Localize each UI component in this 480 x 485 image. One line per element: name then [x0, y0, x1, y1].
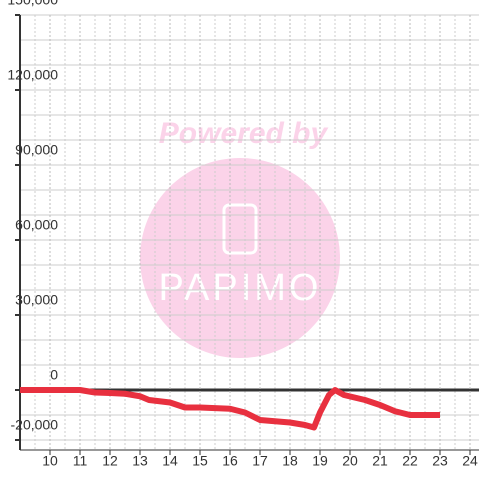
- x-tick-label: 14: [162, 453, 178, 469]
- x-tick-label: 10: [42, 453, 58, 469]
- y-tick-label: 90,000: [15, 142, 58, 158]
- x-tick-label: 19: [312, 453, 328, 469]
- y-tick-label: -20,000: [11, 417, 59, 433]
- y-tick-label: 30,000: [15, 292, 58, 308]
- y-tick-label: 0: [50, 367, 58, 383]
- x-tick-label: 24: [462, 453, 478, 469]
- y-tick-label: 60,000: [15, 217, 58, 233]
- y-tick-label: 150,000: [7, 0, 58, 8]
- watermark-logo: PAPIMO: [159, 267, 322, 309]
- x-tick-label: 21: [372, 453, 388, 469]
- x-tick-label: 11: [73, 453, 88, 469]
- x-tick-label: 17: [252, 453, 268, 469]
- x-tick-label: 18: [282, 453, 298, 469]
- watermark-icon: [222, 203, 258, 255]
- x-tick-label: 22: [402, 453, 418, 469]
- x-tick-label: 15: [192, 453, 208, 469]
- watermark: Powered by PAPIMO: [140, 117, 340, 358]
- x-tick-label: 13: [132, 453, 148, 469]
- x-tick-label: 12: [102, 453, 118, 469]
- watermark-text: Powered by: [159, 117, 329, 150]
- x-tick-label: 23: [432, 453, 448, 469]
- data-line: [20, 387, 440, 431]
- x-tick-label: 20: [342, 453, 358, 469]
- x-tick-label: 16: [222, 453, 238, 469]
- y-tick-label: 120,000: [7, 67, 58, 83]
